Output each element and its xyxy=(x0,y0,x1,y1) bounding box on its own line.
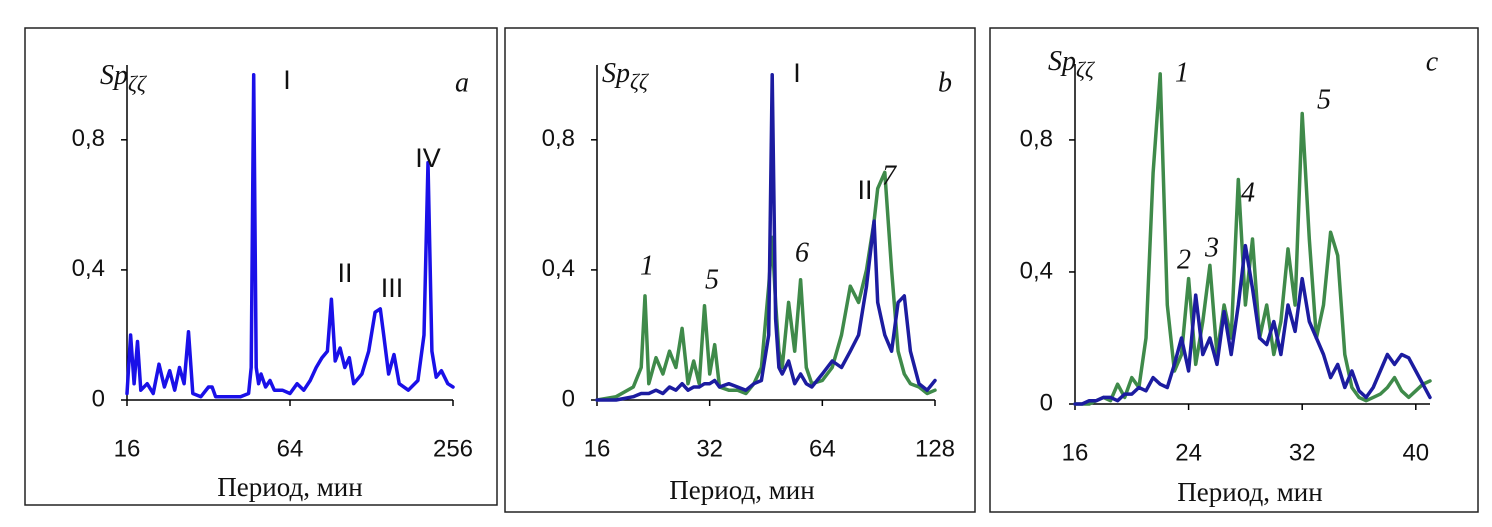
x-tick-label: 64 xyxy=(809,435,836,462)
y-tick-label: 0,8 xyxy=(72,125,105,152)
peak-label: II xyxy=(337,258,352,288)
peak-label: I xyxy=(793,58,801,88)
x-axis-label: Период, мин xyxy=(217,472,362,502)
spectrum-line xyxy=(125,73,455,399)
x-tick-label: 32 xyxy=(696,435,723,462)
x-axis-label: Период, мин xyxy=(669,475,814,505)
x-tick-label: 64 xyxy=(277,435,304,462)
peak-label: III xyxy=(381,273,404,303)
peak-label: 3 xyxy=(1204,232,1219,263)
y-axis-label-main: Sp xyxy=(1048,46,1076,77)
panel-letter: c xyxy=(1426,46,1439,77)
panel-frame xyxy=(989,27,1479,513)
spectrum-line xyxy=(595,170,937,402)
y-tick-label: 0,4 xyxy=(72,255,105,282)
spectrum-line xyxy=(1073,243,1432,406)
peak-label: I xyxy=(283,65,291,95)
x-tick-label: 16 xyxy=(114,435,141,462)
x-tick-label: 24 xyxy=(1175,439,1202,466)
peak-label: 1 xyxy=(1175,57,1189,88)
y-tick-label: 0,4 xyxy=(542,255,575,282)
peak-label: 2 xyxy=(1177,244,1191,275)
panel-letter: a xyxy=(455,67,469,98)
y-axis-label-main: Sp xyxy=(100,60,128,91)
peak-label: 7 xyxy=(882,160,897,191)
x-axis-label: Период, мин xyxy=(1177,477,1322,507)
x-tick-label: 16 xyxy=(584,435,611,462)
y-axis-label-sub: ζζ xyxy=(1076,57,1096,82)
x-tick-label: 16 xyxy=(1062,439,1089,466)
spectrum-line xyxy=(595,73,937,402)
y-axis-label: Spζζ xyxy=(602,58,650,94)
peak-label: 1 xyxy=(640,250,654,281)
peak-label: 5 xyxy=(1317,84,1331,115)
peak-label: 4 xyxy=(1241,177,1255,208)
panel: 0 0,4 0,8 16 24 32 40 Период, мин Spζζ c 1 2 34 5 xyxy=(989,27,1479,513)
peak-label: 6 xyxy=(795,237,809,268)
x-tick-label: 32 xyxy=(1289,439,1316,466)
y-axis-label-main: Sp xyxy=(602,58,630,89)
panel: 0 0,4 0,8 16 32 64 128 Период, мин Spζζ b 1 5 I 6 II 7 xyxy=(504,27,976,513)
y-axis-label-sub: ζζ xyxy=(128,71,148,96)
peak-label: IV xyxy=(415,143,441,173)
x-tick-label: 128 xyxy=(915,435,955,462)
peak-label: 5 xyxy=(705,264,719,295)
y-tick-label: 0 xyxy=(562,385,575,412)
y-tick-label: 0,8 xyxy=(1020,125,1053,152)
panel-frame xyxy=(504,27,976,513)
panel-frame xyxy=(24,27,498,506)
x-tick-label: 40 xyxy=(1402,439,1429,466)
y-tick-label: 0 xyxy=(1040,389,1053,416)
y-tick-label: 0,4 xyxy=(1020,257,1053,284)
y-axis-label: Spζζ xyxy=(100,60,148,96)
y-axis-label: Spζζ xyxy=(1048,46,1096,82)
spectrum-line xyxy=(1073,72,1432,406)
y-tick-label: 0 xyxy=(92,385,105,412)
peak-label: II xyxy=(857,175,872,205)
x-tick-label: 256 xyxy=(433,435,473,462)
y-tick-label: 0,8 xyxy=(542,125,575,152)
y-axis-label-sub: ζζ xyxy=(630,69,650,94)
panel-letter: b xyxy=(938,67,952,98)
